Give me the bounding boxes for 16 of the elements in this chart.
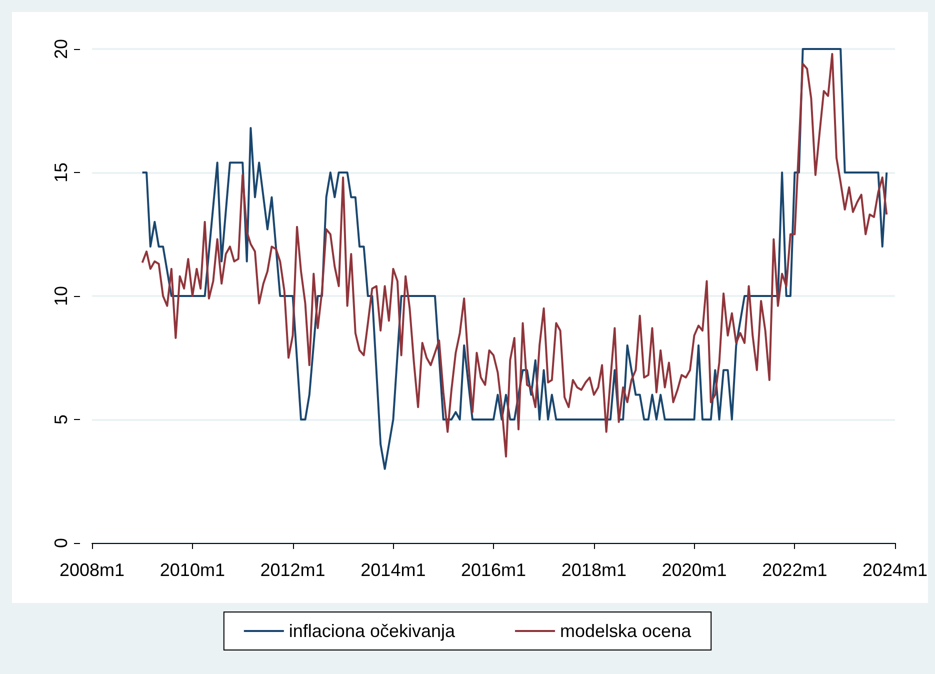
x-tick-label: 2012m1	[260, 560, 326, 580]
x-tick-label: 2010m1	[160, 560, 225, 580]
legend-label: inflaciona očekivanja	[288, 621, 456, 641]
x-tick-label: 2024m1	[862, 560, 928, 580]
x-tick-label: 2008m1	[59, 560, 125, 580]
y-tick-label: 0	[51, 538, 71, 548]
x-tick-label: 2018m1	[561, 560, 626, 580]
x-tick-label: 2016m1	[460, 560, 526, 580]
x-tick-label: 2022m1	[762, 560, 828, 580]
x-tick-label: 2014m1	[360, 560, 426, 580]
y-tick-label: 10	[51, 286, 71, 306]
y-tick-label: 5	[51, 414, 71, 425]
x-tick-label: 2020m1	[662, 560, 727, 580]
y-tick-label: 20	[51, 38, 71, 60]
y-tick-label: 15	[51, 162, 71, 183]
legend-label: modelska ocena	[560, 621, 692, 641]
